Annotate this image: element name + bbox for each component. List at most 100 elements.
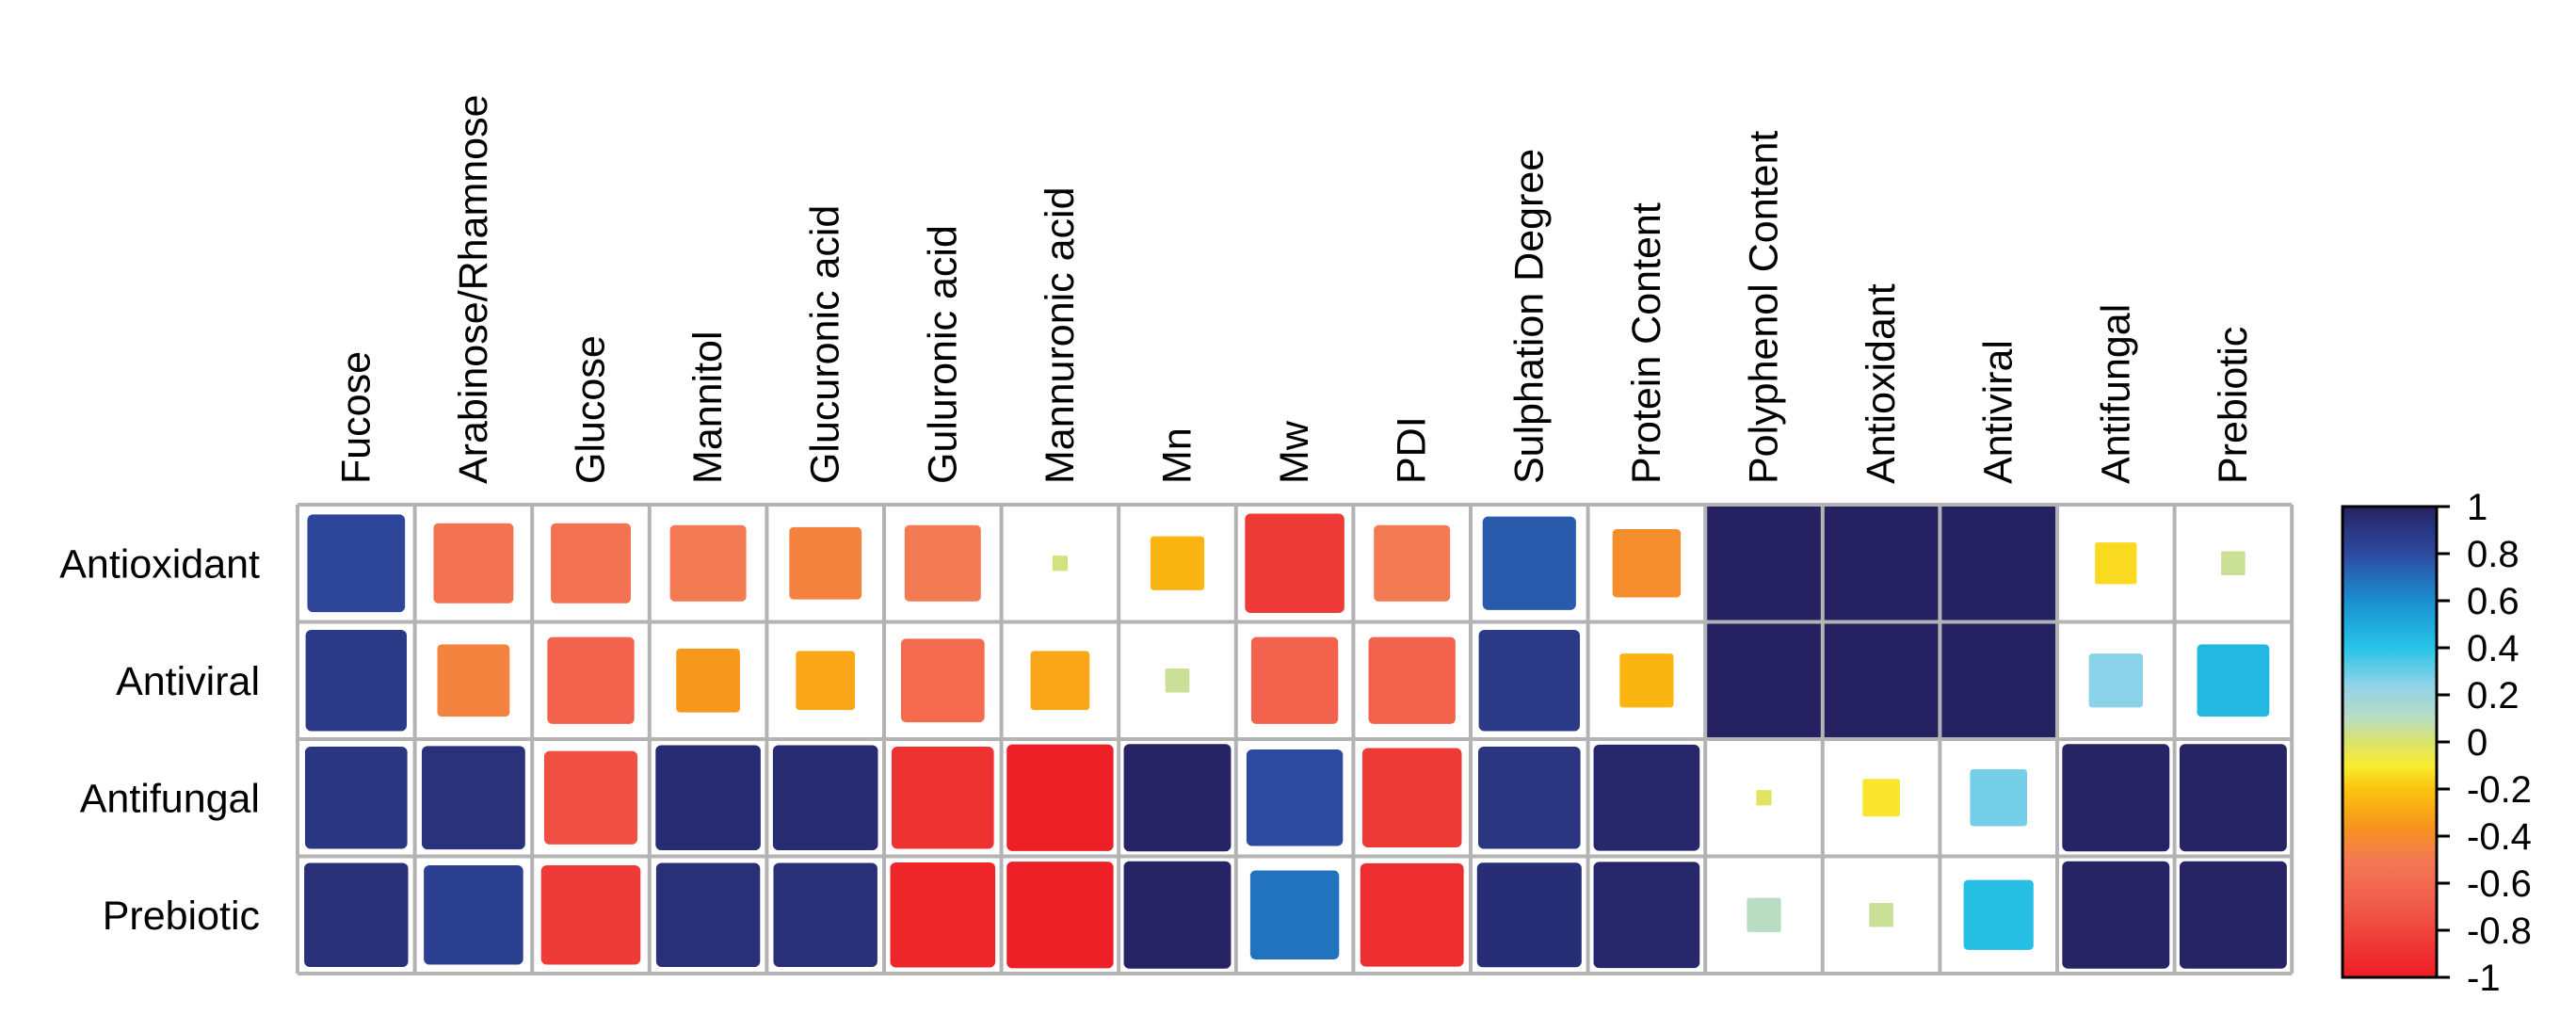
- heatmap-cell-mark: [2221, 551, 2246, 576]
- heatmap-cell-mark: [1150, 536, 1205, 590]
- heatmap-cell-mark: [1593, 862, 1700, 969]
- heatmap-cell-mark: [1822, 621, 1940, 739]
- heatmap-cell-mark: [1123, 744, 1232, 852]
- heatmap-cell-mark: [421, 746, 525, 850]
- colorbar-tick-label: -0.2: [2467, 769, 2532, 811]
- row-label: Prebiotic: [103, 894, 260, 939]
- heatmap-cell-mark: [1612, 529, 1682, 598]
- column-label: Sulphation Degree: [1506, 149, 1552, 484]
- heatmap-cell-mark: [2088, 653, 2143, 708]
- heatmap-cell-mark: [1940, 621, 2057, 739]
- column-label: Mannuronic acid: [1038, 186, 1083, 484]
- column-label: Mn: [1155, 427, 1200, 484]
- column-label: Prebiotic: [2211, 327, 2256, 484]
- colorbar-tick-label: -0.4: [2467, 816, 2532, 858]
- column-label: Fucose: [333, 351, 378, 484]
- heatmap-cell-mark: [796, 651, 856, 711]
- heatmap-cell-mark: [1482, 516, 1576, 610]
- heatmap-cell-mark: [772, 745, 878, 851]
- heatmap-cell-mark: [2197, 644, 2270, 717]
- column-label: Glucuronic acid: [803, 205, 848, 484]
- heatmap-cell-mark: [773, 862, 877, 967]
- colorbar-tick-label: 1: [2467, 487, 2487, 528]
- heatmap-cell-mark: [904, 524, 981, 602]
- heatmap-cell-mark: [2062, 744, 2170, 852]
- row-label: Antioxidant: [59, 541, 260, 587]
- heatmap-cell-mark: [1963, 879, 2034, 950]
- column-label: PDI: [1390, 416, 1435, 484]
- heatmap-cell-mark: [1165, 668, 1190, 693]
- heatmap-cell-mark: [433, 523, 514, 604]
- colorbar-tick-label: -0.6: [2467, 863, 2532, 905]
- heatmap-cell-mark: [1822, 505, 1940, 622]
- heatmap-cell-mark: [900, 638, 985, 723]
- column-label: Mw: [1272, 420, 1317, 484]
- colorbar: 1 0.8 0.6 0.4 0.2 0 -0.2 -0.4 -0.6 -0.8 -1: [2341, 487, 2532, 999]
- colorbar-tick-label: -1: [2467, 958, 2501, 999]
- heatmap-grid: [296, 503, 2294, 975]
- heatmap-cell-mark: [1747, 897, 1781, 932]
- heatmap-cell-mark: [437, 644, 510, 717]
- heatmap-cell-mark: [2179, 861, 2287, 969]
- colorbar-tick-label: 0: [2467, 722, 2487, 764]
- heatmap-cell-mark: [424, 864, 523, 965]
- heatmap-cell-mark: [540, 864, 641, 965]
- heatmap-cell-mark: [1123, 861, 1232, 969]
- heatmap-labels: Fucose Arabinose/Rhamnose Glucose Mannitol G…: [59, 94, 2256, 938]
- heatmap-cell-mark: [1970, 768, 2027, 827]
- heatmap-cell-mark: [1862, 779, 1900, 817]
- heatmap-cell-mark: [890, 862, 996, 968]
- heatmap-cell-mark: [1368, 636, 1456, 724]
- heatmap-cell-mark: [1940, 505, 2057, 622]
- heatmap-cell-mark: [1705, 621, 1823, 739]
- heatmap-cell-mark: [2179, 744, 2287, 852]
- heatmap-cell-mark: [1705, 505, 1823, 622]
- colorbar-tick-label: 0.4: [2467, 628, 2520, 669]
- column-label: Arabinose/Rhamnose: [451, 94, 496, 484]
- heatmap-cell-mark: [2095, 542, 2137, 585]
- heatmap-cell-mark: [1361, 748, 1462, 848]
- column-label: Guluronic acid: [920, 225, 965, 484]
- heatmap-cell-mark: [551, 523, 631, 604]
- heatmap-cell-mark: [2062, 861, 2170, 969]
- colorbar-tick-label: 0.8: [2467, 534, 2520, 575]
- heatmap-cell-mark: [1476, 862, 1582, 968]
- heatmap-cell-mark: [676, 648, 740, 713]
- heatmap-cell-mark: [1869, 902, 1893, 927]
- heatmap-cell-mark: [304, 862, 409, 967]
- heatmap-cell-mark: [1245, 513, 1344, 614]
- heatmap-cell-mark: [655, 862, 761, 967]
- column-label: Polyphenol Content: [1742, 131, 1787, 484]
- heatmap-cell-mark: [1006, 744, 1114, 851]
- heatmap-cell-mark: [1477, 746, 1581, 849]
- heatmap-cell-mark: [304, 746, 408, 849]
- heatmap-cell-mark: [1249, 870, 1340, 959]
- heatmap-cell-mark: [1246, 749, 1344, 846]
- colorbar-gradient: [2341, 505, 2439, 979]
- heatmap-cell-mark: [1619, 653, 1674, 708]
- heatmap-cells: [298, 505, 2293, 974]
- heatmap-cell-mark: [669, 524, 747, 602]
- colorbar-tick-label: -0.8: [2467, 910, 2532, 952]
- row-label: Antiviral: [116, 659, 260, 704]
- heatmap-cell-mark: [547, 636, 635, 724]
- column-label: Protein Content: [1624, 202, 1669, 484]
- row-label: Antifungal: [80, 776, 260, 821]
- column-label: Antiviral: [1976, 340, 2021, 484]
- heatmap-cell-mark: [1052, 556, 1068, 572]
- heatmap-cell-mark: [305, 630, 408, 732]
- column-label: Glucose: [569, 335, 614, 484]
- colorbar-tick-label: 0.6: [2467, 581, 2520, 622]
- column-label: Antioxidant: [1859, 283, 1904, 484]
- column-label: Antifungal: [2093, 304, 2138, 484]
- colorbar-tick-label: 0.2: [2467, 675, 2520, 717]
- heatmap-cell-mark: [655, 745, 761, 851]
- heatmap-cell-mark: [543, 750, 638, 845]
- heatmap-cell-mark: [1756, 790, 1772, 806]
- heatmap-cell-mark: [1478, 630, 1581, 732]
- heatmap-cell-mark: [1593, 744, 1700, 851]
- heatmap-cell-mark: [891, 746, 994, 849]
- heatmap-cell-mark: [307, 514, 406, 613]
